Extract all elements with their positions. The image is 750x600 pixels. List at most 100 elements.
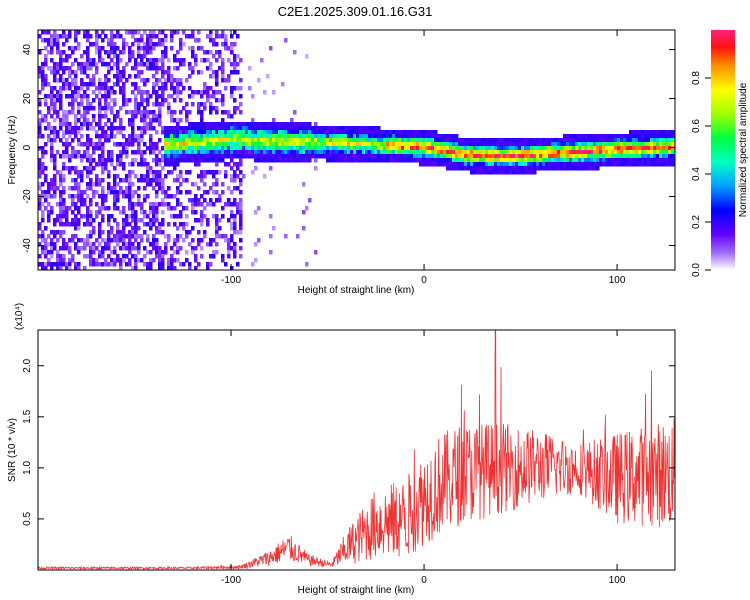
spectrogram-cell xyxy=(197,102,201,107)
spectrogram-cell xyxy=(134,230,138,235)
spectrogram-cell xyxy=(116,234,120,239)
spectrogram-cell xyxy=(449,138,453,143)
spectrogram-cell xyxy=(602,162,606,167)
spectrogram-cell xyxy=(164,78,168,83)
spectrogram-cell xyxy=(86,86,90,91)
spectrogram-cell xyxy=(473,154,477,159)
spectrogram-cell xyxy=(224,126,228,131)
spectrogram-cell xyxy=(602,138,606,143)
spectrogram-cell xyxy=(422,142,426,147)
spectrogram-cell xyxy=(521,158,525,163)
spectrogram-cell xyxy=(170,126,174,131)
spectrogram-cell xyxy=(59,170,63,175)
spectrogram-cell xyxy=(254,130,258,135)
spectrogram-cell xyxy=(131,242,135,247)
spectrogram-cell xyxy=(194,142,198,147)
spectrogram-cell xyxy=(254,138,258,143)
spectrogram-cell xyxy=(74,194,78,199)
spectrogram-cell xyxy=(167,150,171,155)
spectrogram-cell xyxy=(221,110,225,115)
spectrogram-cell xyxy=(161,38,165,43)
spectrogram-cell xyxy=(275,122,279,127)
spectrogram-cell xyxy=(191,134,195,139)
spectrogram-cell xyxy=(572,138,576,143)
spectrogram-cell xyxy=(80,142,84,147)
snr-y-label: SNR (10 * v/v) xyxy=(7,418,18,482)
spectrogram-cell xyxy=(347,158,351,163)
spectrogram-cell xyxy=(107,242,111,247)
spectrogram-cell xyxy=(599,134,603,139)
spectrogram-cell xyxy=(128,46,132,51)
spectrogram-cell xyxy=(74,70,78,75)
spectrogram-cell xyxy=(41,78,45,83)
spectrogram-cell xyxy=(149,218,153,223)
spectrogram-cell xyxy=(89,122,93,127)
spectrogram-cell xyxy=(107,234,111,239)
spectrogram-cell xyxy=(128,174,132,179)
spectrogram-cell xyxy=(605,142,609,147)
spectrogram-cell xyxy=(182,154,186,159)
spectrogram-cell xyxy=(350,126,354,131)
spectrogram-cell xyxy=(125,142,129,147)
spectrogram-cell xyxy=(506,142,510,147)
spectrogram-cell xyxy=(158,122,162,127)
spectrogram-cell xyxy=(149,46,153,51)
spectrogram-cell xyxy=(338,154,342,159)
spectrogram-cell xyxy=(215,98,219,103)
spectrogram-cell xyxy=(182,238,186,243)
spectrogram-cell xyxy=(152,74,156,79)
spectrogram-cell xyxy=(179,158,183,163)
spectrogram-cell xyxy=(449,162,453,167)
spectrogram-cell xyxy=(506,170,510,175)
spectrogram-cell xyxy=(104,94,108,99)
spectrogram-cell xyxy=(281,82,285,87)
spectrogram-cell xyxy=(329,158,333,163)
spectrogram-cell xyxy=(101,142,105,147)
spectrogram-cell xyxy=(593,166,597,171)
spectrogram-cell xyxy=(638,158,642,163)
spectrogram-cell xyxy=(581,162,585,167)
colorbar-tick-label: 0.4 xyxy=(691,167,702,181)
spectrogram-cell xyxy=(527,142,531,147)
spectrogram-cell xyxy=(47,214,51,219)
spectrogram-cell xyxy=(230,154,234,159)
spectrogram-cell xyxy=(143,150,147,155)
spectrogram-cell xyxy=(137,86,141,91)
spectrogram-cell xyxy=(200,138,204,143)
spectrogram-cell xyxy=(239,178,243,183)
spectrogram-cell xyxy=(95,202,99,207)
spectrogram-cell xyxy=(293,126,297,131)
spectrogram-cell xyxy=(83,198,87,203)
spectrogram-cell xyxy=(236,162,240,167)
spectrogram-cell xyxy=(233,98,237,103)
spectrogram-cell xyxy=(53,194,57,199)
spectrogram-cell xyxy=(185,110,189,115)
spectrogram-cell xyxy=(86,46,90,51)
spectrogram-cell xyxy=(200,46,204,51)
spectrogram-cell xyxy=(107,38,111,43)
spectrogram-cell xyxy=(380,146,384,151)
spectrogram-cell xyxy=(65,86,69,91)
spectrogram-cell xyxy=(557,158,561,163)
spectrogram-cell xyxy=(608,158,612,163)
spectrogram-cell xyxy=(71,106,75,111)
spectrogram-cell xyxy=(215,182,219,187)
spectrogram-cell xyxy=(89,250,93,255)
spectrogram-cell xyxy=(41,262,45,267)
spectrogram-cell xyxy=(431,146,435,151)
spectrogram-cell xyxy=(158,138,162,143)
spectrogram-cell xyxy=(161,62,165,67)
spectrogram-cell xyxy=(317,130,321,135)
spectrogram-cell xyxy=(41,118,45,123)
spectrogram-cell xyxy=(59,154,63,159)
spectrogram-cell xyxy=(44,98,48,103)
spectrogram-cell xyxy=(65,146,69,151)
spectrogram-cell xyxy=(578,154,582,159)
spectrogram-cell xyxy=(62,162,66,167)
spectrogram-cell xyxy=(233,106,237,111)
spectrogram-cell xyxy=(620,150,624,155)
spectrogram-cell xyxy=(419,150,423,155)
spectrogram-cell xyxy=(317,134,321,139)
spectrogram-cell xyxy=(335,134,339,139)
spectrogram-cell xyxy=(578,134,582,139)
